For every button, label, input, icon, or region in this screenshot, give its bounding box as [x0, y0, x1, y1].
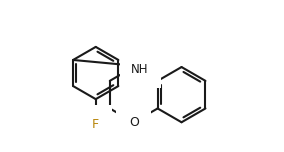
Text: O: O: [129, 116, 139, 129]
Text: F: F: [92, 118, 99, 131]
Text: NH: NH: [131, 63, 149, 76]
